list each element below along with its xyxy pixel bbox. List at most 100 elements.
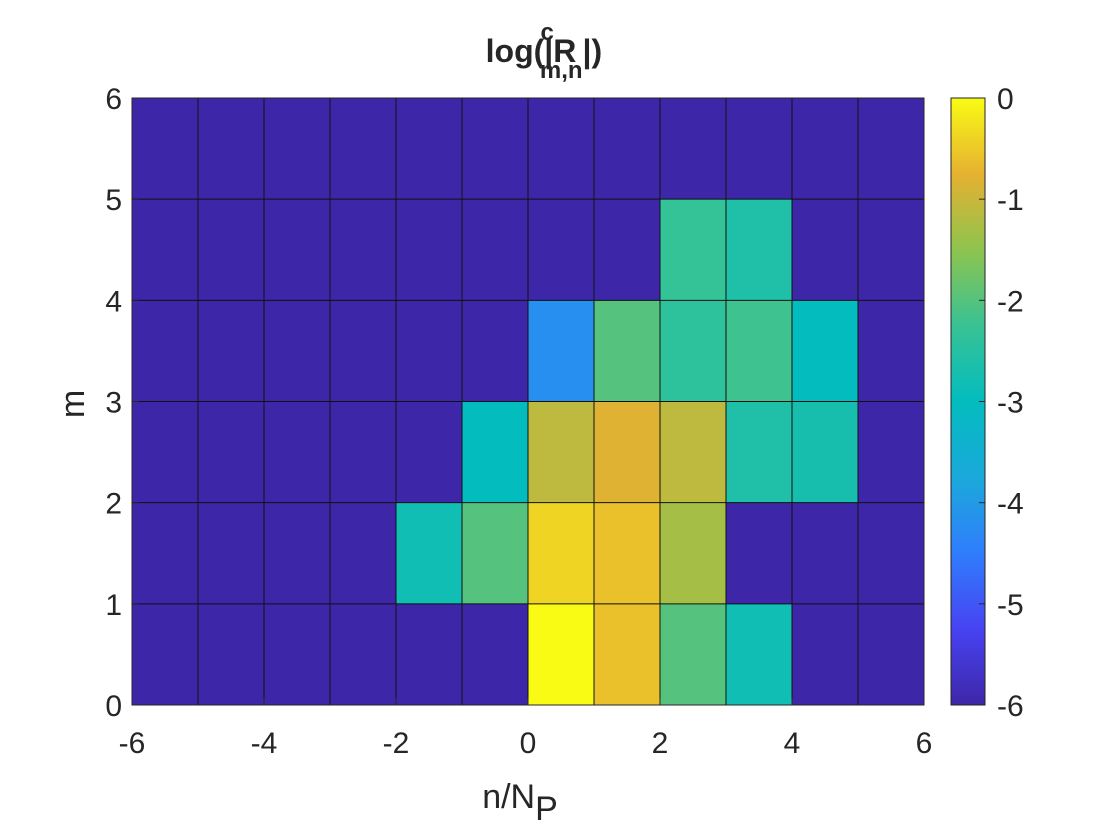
x-tick-label: -4 — [251, 727, 278, 760]
colorbar-tick-label: -1 — [997, 184, 1024, 217]
colorbar-ticks: 0 -1 -2 -3 -4 -5 -6 — [979, 83, 1024, 723]
heatmap-cell — [396, 98, 462, 200]
heatmap-cell — [792, 401, 858, 503]
x-axis-label-subscript: P — [535, 790, 558, 828]
heatmap-cell — [528, 98, 594, 200]
colorbar-tick-label: -6 — [997, 690, 1024, 723]
x-axis-ticks: -6 -4 -2 0 2 4 6 — [119, 698, 933, 760]
heatmap-cell — [462, 98, 528, 200]
heatmap-cell — [396, 300, 462, 402]
heatmap-cell — [462, 300, 528, 402]
heatmap-cell — [264, 502, 330, 604]
heatmap-cell — [330, 98, 396, 200]
heatmap-cell — [264, 603, 330, 705]
heatmap-cell — [660, 401, 726, 503]
title-superscript: c — [541, 19, 554, 46]
heatmap-cell — [594, 603, 660, 705]
heatmap-cell — [726, 98, 792, 200]
heatmap-cell — [594, 401, 660, 503]
heatmap-cell — [264, 300, 330, 402]
heatmap-cell — [462, 199, 528, 301]
x-tick-label: -6 — [119, 727, 146, 760]
heatmap-cell — [660, 199, 726, 301]
heatmap-cell — [528, 502, 594, 604]
heatmap-cell — [264, 98, 330, 200]
heatmap-cell — [330, 603, 396, 705]
heatmap-cell — [528, 199, 594, 301]
heatmap-cell — [198, 199, 264, 301]
chart-title: log(|Rc m,n|) — [486, 19, 602, 84]
y-tick-label: 2 — [105, 488, 122, 521]
heatmap-cell — [726, 603, 792, 705]
title-end: |) — [583, 33, 603, 69]
heatmap-cell — [726, 401, 792, 503]
heatmap-cell — [660, 98, 726, 200]
heatmap-cell — [396, 401, 462, 503]
heatmap-cell — [858, 603, 924, 705]
heatmap-cell — [528, 300, 594, 402]
y-axis-label: m — [54, 390, 92, 418]
heatmap-cell — [330, 401, 396, 503]
heatmap-cell — [462, 603, 528, 705]
heatmap-cell — [594, 300, 660, 402]
heatmap-cell — [132, 502, 198, 604]
y-tick-label: 6 — [105, 83, 122, 116]
heatmap-cell — [594, 199, 660, 301]
colorbar-tick-label: -4 — [997, 488, 1024, 521]
heatmap-cell — [396, 502, 462, 604]
x-tick-label: 0 — [520, 727, 537, 760]
heatmap-cell — [858, 401, 924, 503]
heatmap-cell — [462, 401, 528, 503]
y-tick-label: 1 — [105, 589, 122, 622]
heatmap-cell — [528, 603, 594, 705]
y-tick-label: 4 — [105, 285, 122, 318]
heatmap-cell — [594, 98, 660, 200]
heatmap-cell — [132, 603, 198, 705]
heatmap-cell — [396, 199, 462, 301]
heatmap-cell — [132, 199, 198, 301]
heatmap-cell — [858, 98, 924, 200]
heatmap-cell — [198, 98, 264, 200]
heatmap-cell — [660, 300, 726, 402]
heatmap-cell — [660, 502, 726, 604]
heatmap-cell — [198, 603, 264, 705]
heatmap-cell — [132, 401, 198, 503]
x-tick-label: 4 — [784, 727, 801, 760]
heatmap-cell — [726, 199, 792, 301]
heatmap-cell — [330, 300, 396, 402]
colorbar-tick-label: -5 — [997, 589, 1024, 622]
heatmap-cell — [396, 603, 462, 705]
heatmap-cell — [198, 300, 264, 402]
x-tick-label: 6 — [916, 727, 933, 760]
heatmap-cell — [462, 502, 528, 604]
heatmap-cell — [726, 300, 792, 402]
heatmap-cell — [792, 300, 858, 402]
y-axis-ticks: 0 1 2 3 4 5 6 — [105, 83, 139, 723]
heatmap-cell — [132, 300, 198, 402]
heatmap-cell — [858, 300, 924, 402]
heatmap-cell — [792, 98, 858, 200]
x-tick-label: -2 — [383, 727, 410, 760]
y-tick-label: 0 — [105, 690, 122, 723]
heatmap-cell — [726, 502, 792, 604]
heatmap-cell — [792, 502, 858, 604]
x-axis-label: n/NP — [482, 778, 558, 828]
heatmap-cell — [660, 603, 726, 705]
heatmap-cell — [858, 502, 924, 604]
y-tick-label: 3 — [105, 387, 122, 420]
colorbar-tick-label: 0 — [997, 83, 1014, 116]
x-tick-label: 2 — [652, 727, 669, 760]
title-subscript: m,n — [540, 57, 583, 84]
heatmap-cell — [330, 502, 396, 604]
heatmap-cell — [132, 98, 198, 200]
colorbar-tick-label: -2 — [997, 285, 1024, 318]
heatmap-cells — [132, 98, 924, 705]
heatmap-cell — [858, 199, 924, 301]
heatmap-cell — [198, 502, 264, 604]
colorbar-tick-label: -3 — [997, 387, 1024, 420]
heatmap-cell — [264, 401, 330, 503]
y-tick-label: 5 — [105, 184, 122, 217]
heatmap-cell — [198, 401, 264, 503]
heatmap-cell — [330, 199, 396, 301]
